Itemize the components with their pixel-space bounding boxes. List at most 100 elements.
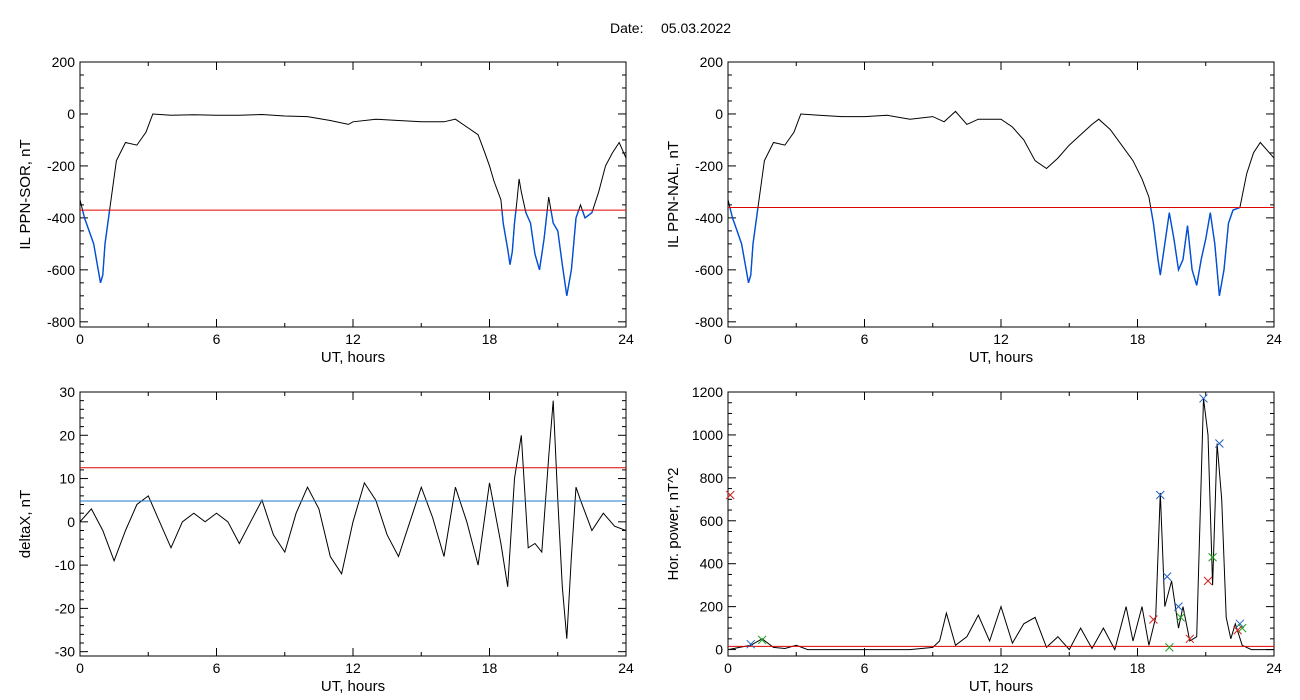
- marker-green: [1164, 643, 1174, 652]
- y-tick-label: 0: [715, 106, 723, 122]
- y-tick-label: -10: [55, 557, 75, 573]
- chart-hor-power: 0 6 12 18 24 0 200 400 600 800 1000 1200 UT, hours Ho…: [665, 384, 1282, 695]
- marker-blue: [1174, 602, 1183, 611]
- marker-stroke: [1176, 613, 1186, 622]
- x-tick-label: 12: [345, 660, 361, 676]
- marker-green: [757, 635, 767, 645]
- date-value: 05.03.2022: [661, 20, 731, 36]
- marker-stroke: [1174, 602, 1183, 611]
- x-tick-label: 18: [482, 331, 498, 347]
- y-tick-label: 400: [700, 556, 724, 572]
- plot-area: [80, 113, 626, 296]
- marker-stroke: [1162, 572, 1172, 581]
- highlight-group: [81, 210, 594, 296]
- x-tick-label: 12: [993, 660, 1009, 676]
- x-tick-label: 24: [1266, 660, 1282, 676]
- marker-stroke: [1155, 490, 1165, 500]
- chart-deltax: 0 6 12 18 24 -30 -20 -10 0 10 20 30 UT, hours deltaX,…: [17, 384, 634, 695]
- x-tick-label: 24: [618, 660, 634, 676]
- plot-frame: [727, 61, 1275, 328]
- series-line: [80, 400, 626, 639]
- marker-green: [1237, 623, 1247, 633]
- y-tick-label: -600: [695, 262, 723, 278]
- y-tick-label: 200: [52, 54, 76, 70]
- marker-red: [1149, 615, 1158, 624]
- x-tick-label: 6: [861, 660, 869, 676]
- y-axis-label: IL PPN-NAL, nT: [665, 141, 682, 248]
- y-tick-label: -30: [55, 644, 75, 660]
- y-tick-label: -200: [695, 158, 723, 174]
- y-tick-label: 30: [59, 384, 75, 400]
- y-tick-label: -400: [47, 210, 75, 226]
- y-tick-label: -600: [47, 262, 75, 278]
- marker-blue: [1162, 572, 1172, 581]
- y-tick-label: -800: [695, 314, 723, 330]
- marker-blue: [1155, 490, 1165, 500]
- chart-il-sor: 0 6 12 18 24 -800 -600 -400 -200 0 200 UT, hours IL …: [17, 54, 634, 366]
- x-tick-label: 6: [213, 331, 221, 347]
- x-tick-label: 18: [482, 660, 498, 676]
- x-tick-label: 24: [1266, 331, 1282, 347]
- plot-area: [728, 110, 1274, 296]
- x-tick-label: 18: [1130, 660, 1146, 676]
- marker-stroke: [1164, 643, 1174, 652]
- marker-stroke: [746, 639, 756, 649]
- marker-red: [725, 490, 735, 500]
- y-tick-label: 200: [700, 599, 724, 615]
- x-tick-label: 12: [993, 331, 1009, 347]
- x-tick-label: 6: [861, 331, 869, 347]
- plot-frame: [727, 391, 1275, 657]
- x-tick-label: 0: [724, 660, 732, 676]
- x-axis-label: UT, hours: [969, 678, 1033, 695]
- y-tick-label: -800: [47, 314, 75, 330]
- marker-red: [1185, 634, 1195, 644]
- x-axis-label: UT, hours: [321, 349, 385, 366]
- marker-stroke: [1215, 439, 1224, 448]
- y-tick-label: 0: [67, 514, 75, 530]
- marker-stroke: [1233, 625, 1242, 635]
- y-tick-label: -400: [695, 210, 723, 226]
- y-tick-label: 600: [700, 513, 724, 529]
- y-tick-label: -20: [55, 600, 75, 616]
- marker-stroke: [1208, 552, 1217, 562]
- x-tick-label: 0: [76, 660, 84, 676]
- marker-stroke: [1185, 634, 1195, 644]
- y-tick-label: 10: [59, 471, 75, 487]
- marker-blue: [1215, 439, 1224, 448]
- marker-stroke: [1199, 394, 1208, 403]
- y-axis-label: IL PPN-SOR, nT: [17, 139, 34, 249]
- x-tick-label: 0: [724, 331, 732, 347]
- y-tick-label: 20: [59, 427, 75, 443]
- marker-stroke: [725, 490, 735, 500]
- y-axis-label: deltaX, nT: [17, 490, 34, 558]
- y-tick-label: 1000: [692, 427, 723, 443]
- marker-blue: [1199, 394, 1208, 403]
- series-line: [80, 113, 626, 296]
- series-highlight: [729, 207, 1241, 296]
- marker-stroke: [757, 635, 767, 645]
- marker-blue: [746, 639, 756, 649]
- x-axis-label: UT, hours: [321, 678, 385, 695]
- marker-stroke: [1237, 623, 1247, 633]
- series-highlight: [81, 210, 594, 296]
- y-tick-label: -200: [47, 158, 75, 174]
- marker-green: [1208, 552, 1217, 562]
- highlight-group: [729, 207, 1241, 296]
- marker-stroke: [1149, 615, 1158, 624]
- y-tick-label: 200: [700, 54, 724, 70]
- x-tick-label: 24: [618, 331, 634, 347]
- plot-area: [728, 398, 1274, 651]
- y-axis-label: Hor. power, nT^2: [665, 468, 682, 581]
- x-tick-label: 0: [76, 331, 84, 347]
- date-label: Date:: [610, 20, 643, 36]
- y-tick-label: 800: [700, 470, 724, 486]
- marker-green: [1176, 613, 1186, 622]
- marker-red: [1203, 576, 1213, 586]
- series-line: [728, 398, 1274, 651]
- x-tick-label: 6: [213, 660, 221, 676]
- x-tick-label: 18: [1130, 331, 1146, 347]
- x-tick-label: 12: [345, 331, 361, 347]
- marker-blue: [1235, 619, 1245, 629]
